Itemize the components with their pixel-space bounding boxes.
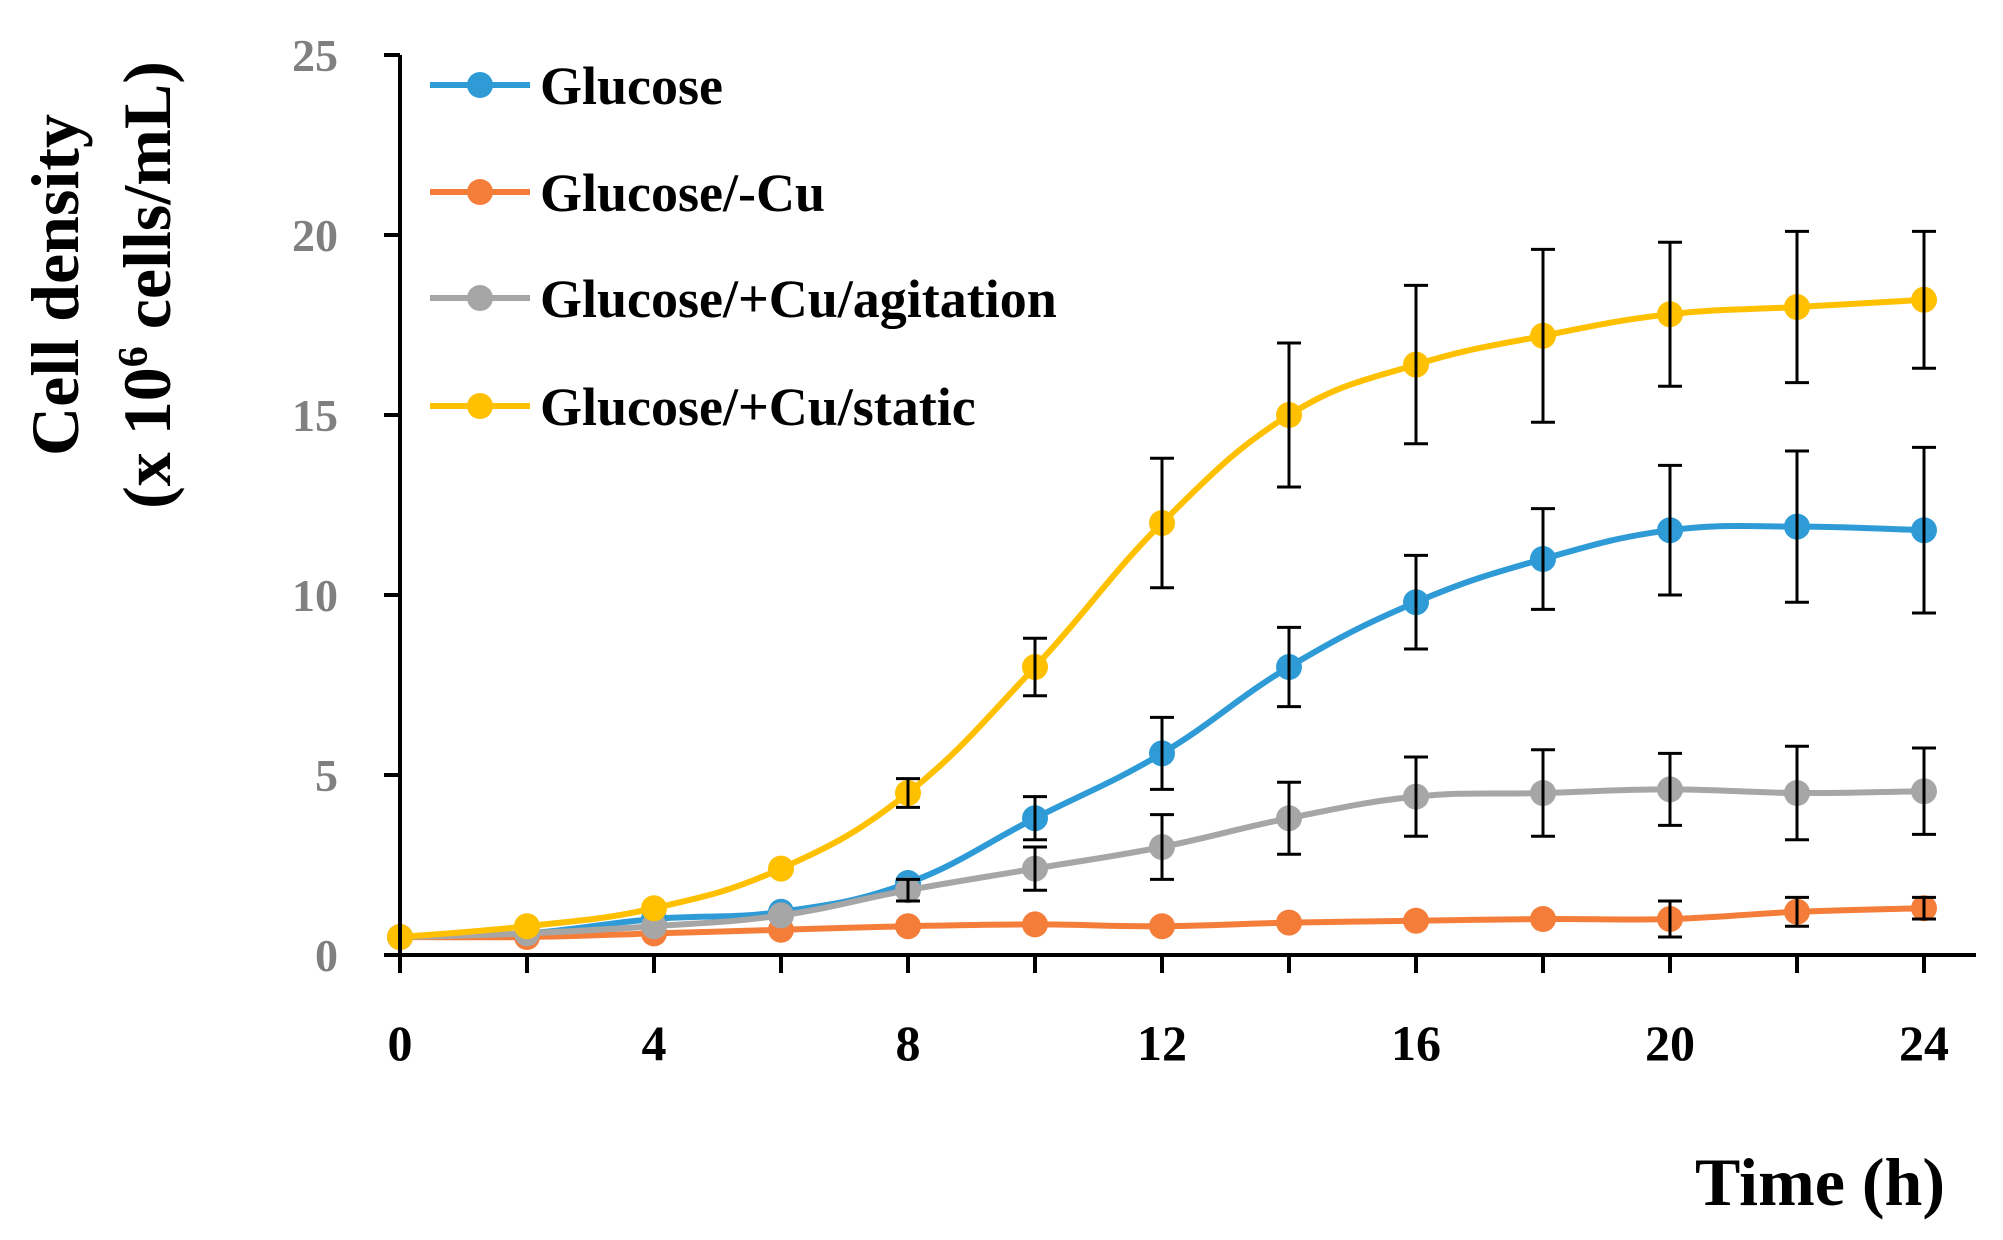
data-point [1530, 906, 1556, 932]
y-axis-title-exponent: 6 [111, 346, 157, 367]
legend-marker [467, 285, 493, 311]
data-point [1149, 913, 1175, 940]
axes: 0 5 10 15 20 25 0 4 8 12 16 20 24 [292, 30, 1976, 1071]
data-point [768, 855, 794, 882]
y-tick-label: 25 [292, 30, 338, 81]
y-axis-title-suffix: cells/mL) [109, 61, 185, 346]
legend-marker [467, 179, 493, 205]
legend: Glucose Glucose/-Cu Glucose/+Cu/agitation G… [430, 56, 1057, 437]
series-layer [387, 229, 1937, 950]
legend-item-1: Glucose/-Cu [430, 163, 825, 223]
data-point [641, 895, 667, 922]
data-point [1403, 907, 1429, 934]
legend-label: Glucose [540, 56, 723, 116]
legend-label: Glucose/+Cu/agitation [540, 269, 1057, 329]
data-point [895, 913, 921, 940]
y-axis-title-line2: (x 106 cells/mL) [109, 61, 185, 509]
legend-marker [467, 393, 493, 419]
y-axis-title-line1: Cell density [17, 114, 93, 456]
error-bars-1 [1658, 895, 1936, 939]
legend-label: Glucose/+Cu/static [540, 377, 976, 437]
x-tick-label: 4 [642, 1015, 667, 1071]
error-bars-0 [1023, 445, 1936, 842]
x-tick-label: 8 [896, 1015, 921, 1071]
y-tick-label: 20 [292, 210, 338, 261]
error-bars-2 [896, 744, 1936, 903]
x-tick-label: 24 [1899, 1015, 1949, 1071]
error-bars-3 [896, 229, 1936, 809]
data-point [641, 913, 667, 940]
x-tick-label: 16 [1391, 1015, 1441, 1071]
y-tick-label: 5 [315, 750, 338, 801]
y-axis-title-prefix: (x 10 [109, 367, 185, 509]
data-point [768, 902, 794, 929]
legend-item-2: Glucose/+Cu/agitation [430, 269, 1057, 329]
x-axis-title: Time (h) [1695, 1144, 1945, 1220]
legend-item-0: Glucose [430, 56, 723, 116]
y-tick-label: 0 [315, 930, 338, 981]
x-tick-label: 12 [1137, 1015, 1187, 1071]
data-point [514, 913, 540, 940]
legend-item-3: Glucose/+Cu/static [430, 377, 976, 437]
data-point [1276, 909, 1302, 936]
y-tick-label: 15 [292, 390, 338, 441]
x-tick-label: 20 [1645, 1015, 1695, 1071]
legend-label: Glucose/-Cu [540, 163, 825, 223]
data-point [1022, 911, 1048, 938]
legend-marker [467, 72, 493, 98]
y-tick-label: 10 [292, 570, 338, 621]
x-tick-label: 0 [388, 1015, 413, 1071]
